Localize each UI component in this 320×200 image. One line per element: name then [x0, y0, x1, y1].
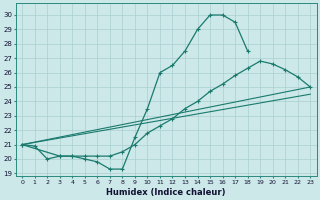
X-axis label: Humidex (Indice chaleur): Humidex (Indice chaleur) — [107, 188, 226, 197]
